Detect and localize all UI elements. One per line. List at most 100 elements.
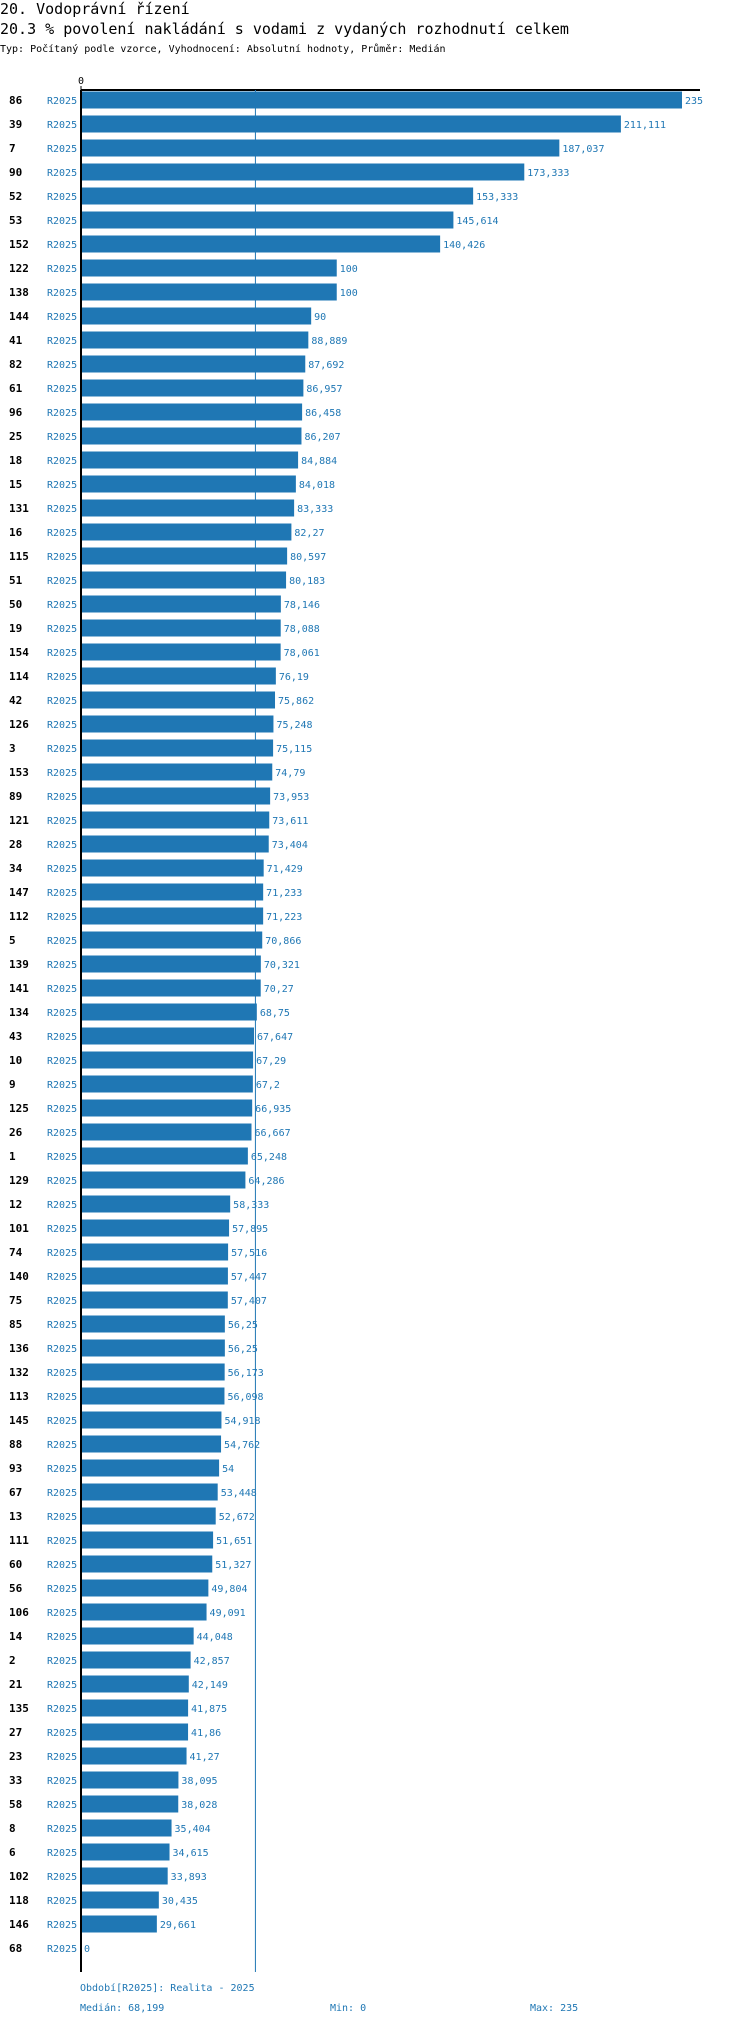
bar-value-label: 34,615	[173, 1848, 209, 1859]
series-label: R2025	[47, 576, 77, 587]
series-label: R2025	[47, 336, 77, 347]
footer-max: Max: 235	[530, 2003, 579, 2014]
bar-value-label: 84,018	[299, 480, 335, 491]
category-label: 18	[9, 454, 22, 467]
series-label: R2025	[47, 96, 77, 107]
category-label: 75	[9, 1294, 22, 1307]
bar-value-label: 35,404	[175, 1824, 211, 1835]
category-label: 140	[9, 1270, 29, 1283]
series-label: R2025	[47, 1680, 77, 1691]
bar	[81, 1291, 228, 1309]
category-label: 68	[9, 1942, 22, 1955]
bar-value-label: 54,918	[224, 1416, 260, 1427]
bar	[81, 1339, 225, 1357]
bar	[81, 355, 306, 373]
bar-value-label: 73,404	[272, 840, 308, 851]
bar	[81, 883, 264, 901]
bar	[81, 1723, 189, 1741]
series-label: R2025	[47, 1392, 77, 1403]
series-label: R2025	[47, 1008, 77, 1019]
series-label: R2025	[47, 480, 77, 491]
category-label: 144	[9, 310, 29, 323]
bar-value-label: 65,248	[251, 1152, 287, 1163]
category-label: 93	[9, 1462, 22, 1475]
bar-value-label: 84,884	[301, 456, 337, 467]
bar	[81, 1843, 170, 1861]
category-label: 42	[9, 694, 22, 707]
bar	[81, 499, 295, 517]
bar-value-label: 41,86	[191, 1728, 221, 1739]
bar	[81, 1651, 191, 1669]
series-label: R2025	[47, 1656, 77, 1667]
bar	[81, 211, 454, 229]
series-label: R2025	[47, 1224, 77, 1235]
bar-value-label: 80,597	[290, 552, 326, 563]
bar	[81, 571, 287, 589]
series-label: R2025	[47, 1920, 77, 1931]
category-label: 56	[9, 1582, 23, 1595]
bar-value-label: 67,647	[257, 1032, 293, 1043]
category-label: 25	[9, 430, 22, 443]
bar	[81, 811, 270, 829]
bar-value-label: 75,248	[276, 720, 312, 731]
series-label: R2025	[47, 1944, 77, 1955]
series-label: R2025	[47, 1728, 77, 1739]
series-label: R2025	[47, 1152, 77, 1163]
bar-value-label: 76,19	[279, 672, 309, 683]
footer-period: Období[R2025]: Realita - 2025	[80, 1983, 255, 1994]
bar	[81, 1531, 214, 1549]
series-label: R2025	[47, 840, 77, 851]
series-label: R2025	[47, 384, 77, 395]
series-label: R2025	[47, 1560, 77, 1571]
series-label: R2025	[47, 528, 77, 539]
category-label: 51	[9, 574, 23, 587]
bar-value-label: 73,953	[273, 792, 309, 803]
bar-value-label: 51,651	[216, 1536, 252, 1547]
bar-value-label: 140,426	[443, 240, 485, 251]
category-label: 21	[9, 1678, 23, 1691]
bar-value-label: 78,088	[284, 624, 320, 635]
bar	[81, 787, 271, 805]
bar	[81, 1195, 231, 1213]
bar	[81, 595, 281, 613]
category-label: 154	[9, 646, 29, 659]
series-label: R2025	[47, 864, 77, 875]
series-label: R2025	[47, 1104, 77, 1115]
bar	[81, 1675, 189, 1693]
series-label: R2025	[47, 1416, 77, 1427]
bar	[81, 1219, 230, 1237]
bar	[81, 475, 296, 493]
category-label: 14	[9, 1630, 23, 1643]
bar	[81, 307, 312, 325]
bar-value-label: 235	[685, 96, 703, 107]
bar	[81, 1771, 179, 1789]
bar	[81, 1387, 225, 1405]
bar	[81, 979, 261, 997]
chart-title: 20. Vodoprávní řízení	[0, 0, 190, 18]
bar-value-label: 66,935	[255, 1104, 291, 1115]
bar-value-label: 42,857	[194, 1656, 230, 1667]
category-label: 74	[9, 1246, 23, 1259]
category-label: 67	[9, 1486, 22, 1499]
bar	[81, 547, 288, 565]
series-label: R2025	[47, 624, 77, 635]
bar	[81, 1555, 213, 1573]
category-label: 8	[9, 1822, 16, 1835]
category-label: 43	[9, 1030, 22, 1043]
series-label: R2025	[47, 456, 77, 467]
footer-min: Min: 0	[330, 2003, 367, 2014]
category-label: 15	[9, 478, 22, 491]
bar	[81, 1483, 218, 1501]
series-label: R2025	[47, 216, 77, 227]
bar-value-label: 57,516	[231, 1248, 267, 1259]
bar-value-label: 86,207	[304, 432, 340, 443]
bar-value-label: 64,286	[248, 1176, 284, 1187]
bar-value-label: 70,866	[265, 936, 301, 947]
category-label: 13	[9, 1510, 22, 1523]
category-label: 111	[9, 1534, 29, 1547]
category-label: 27	[9, 1726, 22, 1739]
bar	[81, 1891, 159, 1909]
bar-value-label: 56,173	[228, 1368, 264, 1379]
chart-subtitle: 20.3 % povolení nakládání s vodami z vyd…	[0, 20, 569, 38]
series-label: R2025	[47, 1536, 77, 1547]
